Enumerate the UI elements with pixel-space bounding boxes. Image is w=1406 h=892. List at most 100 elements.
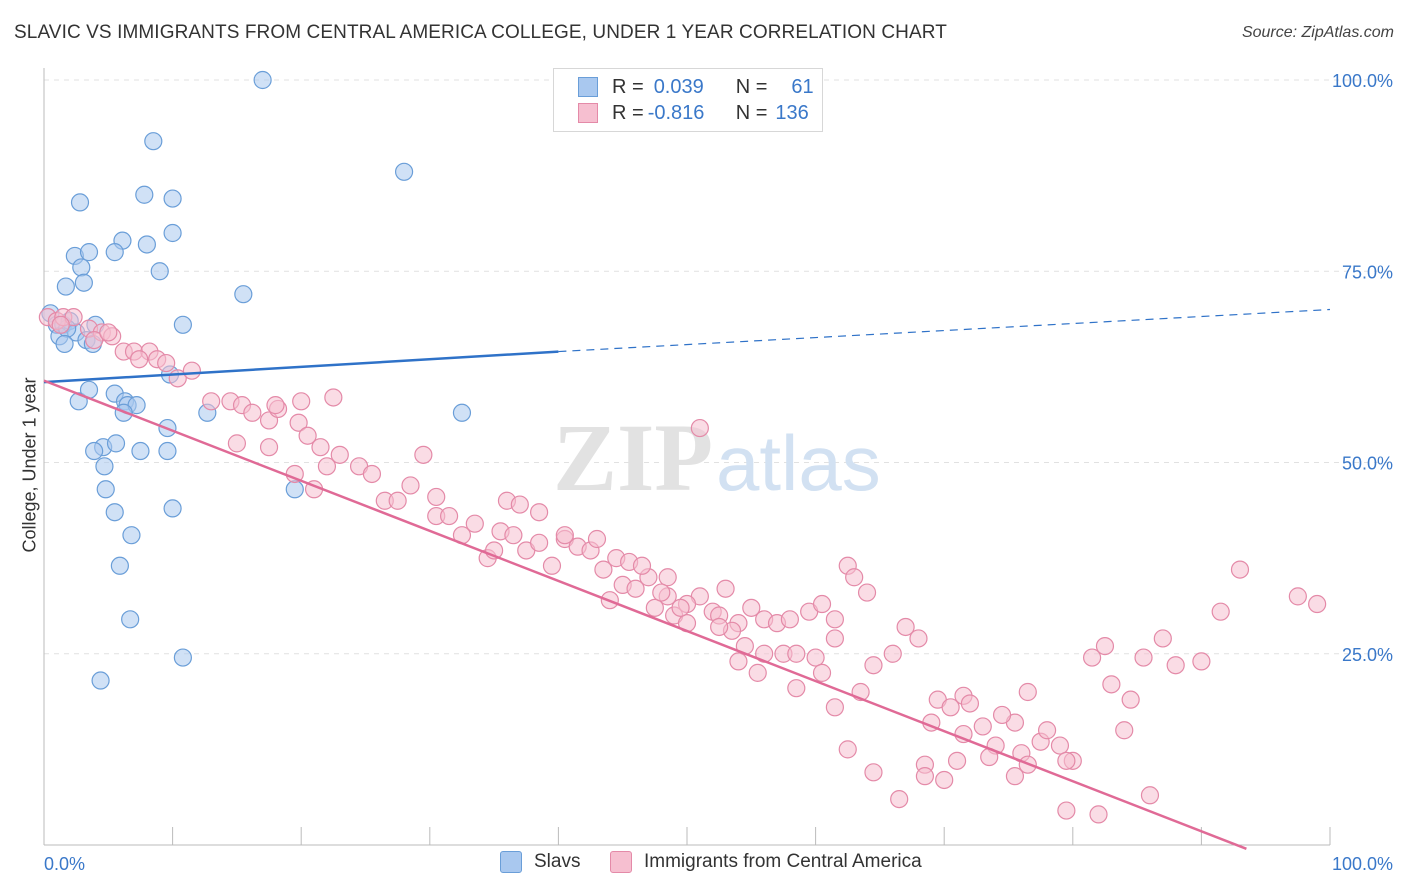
immigrants-point — [99, 323, 118, 342]
immigrants-point — [838, 740, 857, 759]
source-label: Source: ZipAtlas.com — [1241, 24, 1394, 41]
immigrants-point — [292, 392, 311, 411]
immigrants-point — [729, 652, 748, 671]
immigrants-point — [864, 656, 883, 675]
slavs-point — [55, 334, 74, 354]
immigrants-point — [896, 617, 915, 637]
immigrants-point — [973, 717, 992, 736]
y-tick-label: 50.0% — [1342, 454, 1393, 474]
legend-label: Immigrants from Central America — [644, 851, 922, 872]
immigrants-point — [510, 495, 529, 514]
slavs-point — [56, 277, 75, 296]
immigrants-point — [941, 698, 960, 717]
slavs-point — [110, 556, 129, 575]
slavs-point — [158, 441, 177, 461]
slavs-point — [163, 499, 182, 518]
immigrants-point — [530, 503, 549, 522]
immigrants-point — [1057, 801, 1076, 820]
immigrants-point — [182, 361, 201, 380]
immigrants-point — [812, 663, 832, 682]
slavs-point — [106, 434, 126, 453]
slavs-point — [79, 243, 99, 262]
slavs-point — [163, 189, 182, 208]
slavs-point — [96, 480, 115, 499]
immigrants-point — [787, 679, 806, 698]
immigrants-point — [1166, 656, 1185, 675]
immigrants-point — [935, 770, 954, 790]
slavs-point — [135, 185, 154, 204]
immigrants-point — [787, 644, 806, 663]
n-value: 61 — [791, 75, 814, 98]
immigrants-point — [671, 598, 690, 617]
immigrants-point — [658, 568, 677, 587]
stats-legend-row-immigrants: R = -0.816 N = 136 — [578, 101, 809, 125]
immigrants-point — [710, 617, 729, 637]
immigrants-point — [85, 331, 104, 350]
immigrants-point — [1050, 736, 1070, 755]
immigrants-point — [317, 457, 337, 476]
r-label: R = — [612, 75, 644, 98]
y-tick-label: 25.0% — [1342, 645, 1393, 665]
slavs-trendline — [43, 350, 559, 384]
legend-item-slavs: Slavs — [500, 851, 580, 873]
series-legend: Slavs Immigrants from Central America — [0, 851, 1406, 877]
slavs-point — [122, 526, 141, 545]
immigrants-point — [812, 594, 832, 614]
immigrants-point — [1082, 648, 1102, 667]
immigrants-point — [1115, 721, 1134, 740]
immigrants-point — [1308, 594, 1327, 614]
immigrants-point — [626, 579, 645, 598]
slavs-point — [85, 441, 104, 461]
watermark-zip: ZIP — [553, 404, 713, 511]
slavs-point — [74, 273, 93, 292]
immigrants-point — [716, 579, 735, 598]
slavs-point — [70, 193, 90, 212]
slavs-point — [234, 285, 253, 304]
immigrants-point — [388, 491, 407, 510]
slavs-point — [137, 235, 156, 254]
immigrants-point — [401, 476, 420, 495]
immigrants-point — [690, 418, 709, 438]
legend-label: Slavs — [534, 851, 581, 872]
immigrants-point — [504, 526, 523, 545]
immigrants-trendline — [43, 379, 1247, 850]
immigrants-point — [157, 353, 176, 373]
immigrants-point — [311, 438, 330, 457]
n-value: 136 — [775, 101, 809, 124]
stats-legend-row-slavs: R = 0.039 N = 61 — [578, 75, 814, 99]
immigrants-point — [992, 705, 1012, 725]
immigrants-point — [289, 413, 308, 432]
legend-item-immigrants: Immigrants from Central America — [610, 851, 922, 873]
slavs-point — [105, 243, 124, 262]
immigrants-point — [645, 598, 664, 617]
immigrants-point — [439, 506, 459, 526]
watermark-atlas: atlas — [716, 419, 881, 507]
slavs-point — [72, 258, 91, 277]
chart-title: SLAVIC VS IMMIGRANTS FROM CENTRAL AMERIC… — [14, 22, 947, 43]
slavs-point — [150, 262, 169, 281]
immigrants-point — [845, 568, 864, 587]
slavs-point — [121, 610, 140, 629]
immigrants-point — [542, 556, 562, 575]
n-label: N = — [735, 75, 768, 98]
immigrants-point — [825, 629, 844, 648]
immigrants-point — [915, 767, 935, 786]
stats-legend: R = 0.039 N = 61 R = -0.816 N = 136 — [553, 68, 823, 132]
immigrants-point — [594, 560, 613, 579]
immigrants-point — [1102, 675, 1121, 694]
immigrants-point — [857, 583, 877, 602]
immigrants-point — [890, 789, 909, 809]
slavs-point — [163, 223, 182, 243]
immigrants-point — [324, 388, 343, 407]
immigrants-point — [259, 438, 279, 457]
immigrants-point — [414, 445, 433, 464]
immigrants-point — [883, 644, 902, 663]
immigrants-point — [362, 464, 382, 484]
slavs-point — [452, 403, 472, 422]
r-label: R = — [612, 101, 644, 124]
immigrants-point — [1005, 767, 1025, 786]
immigrants-swatch — [610, 851, 632, 873]
immigrants-point — [748, 663, 767, 682]
n-label: N = — [735, 101, 768, 124]
